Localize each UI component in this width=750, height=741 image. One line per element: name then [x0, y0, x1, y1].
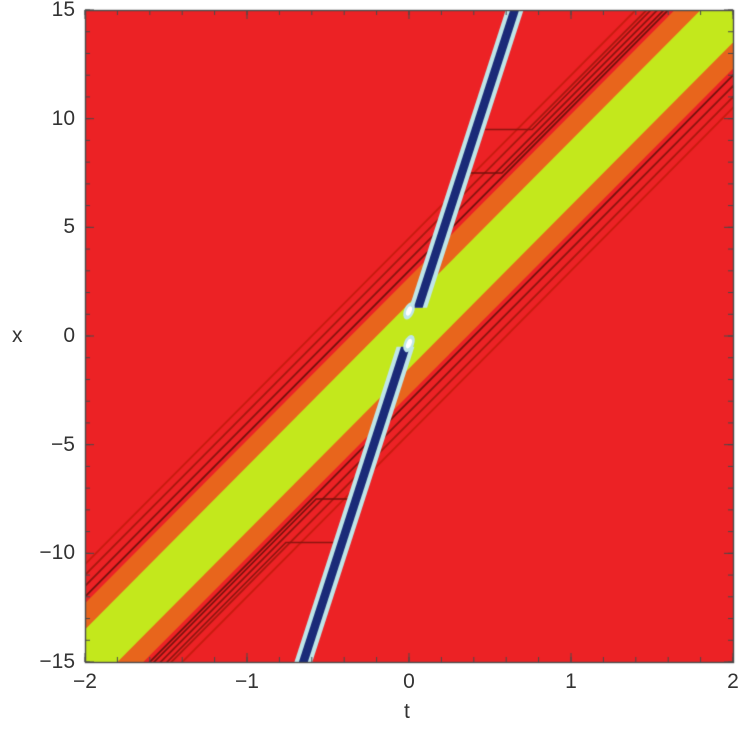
x-axis-title: t: [404, 700, 410, 724]
y-axis-title: x: [12, 324, 23, 348]
chart-container: −2−1012−15−10−5051015tx: [0, 0, 750, 741]
x-tick-label: 2: [727, 670, 739, 694]
y-tick-label: −10: [39, 541, 75, 565]
y-tick-label: 10: [52, 107, 75, 131]
y-tick-label: 5: [63, 215, 75, 239]
x-tick-label: −1: [235, 670, 259, 694]
y-tick-label: 15: [52, 0, 75, 22]
x-tick-label: 0: [403, 670, 415, 694]
x-tick-label: 1: [565, 670, 577, 694]
y-tick-label: −15: [39, 650, 75, 674]
y-tick-label: −5: [51, 433, 75, 457]
x-tick-label: −2: [73, 670, 97, 694]
y-tick-label: 0: [63, 324, 75, 348]
contour-plot-canvas: [0, 0, 750, 741]
